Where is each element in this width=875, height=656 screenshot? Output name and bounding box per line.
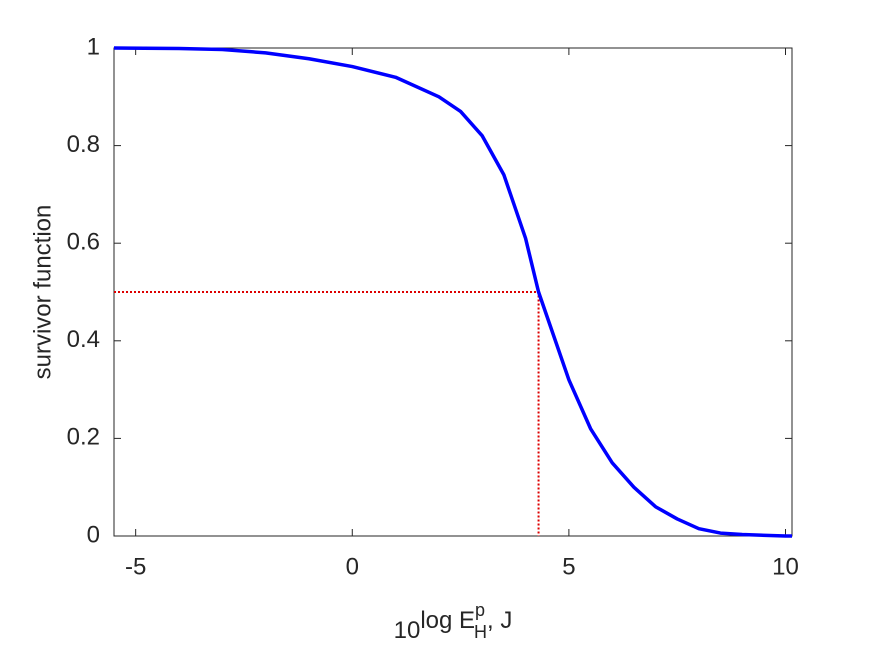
x-tick-label: 0 bbox=[346, 553, 359, 580]
x-tick-label: -5 bbox=[125, 553, 146, 580]
y-axis-label: survivor function bbox=[29, 205, 56, 380]
x-axis-label: 10log Ep H, J bbox=[394, 600, 513, 644]
x-tick-label: 5 bbox=[562, 553, 575, 580]
x-label-part: log E bbox=[420, 607, 475, 634]
y-tick-label: 1 bbox=[87, 33, 100, 60]
data-line bbox=[113, 46, 792, 538]
x-label-part: 10 bbox=[394, 617, 421, 644]
y-tick-label: 0.2 bbox=[67, 424, 100, 451]
y-tick-label: 0.8 bbox=[67, 131, 100, 158]
y-tick-label: 0 bbox=[87, 521, 100, 548]
x-label-part: p bbox=[475, 600, 485, 620]
y-tick-label: 0.4 bbox=[67, 326, 100, 353]
y-tick-label: 0.6 bbox=[67, 229, 100, 256]
x-label-part: H bbox=[474, 622, 487, 642]
x-label-part: , J bbox=[487, 607, 512, 634]
x-tick-label: 10 bbox=[772, 553, 799, 580]
